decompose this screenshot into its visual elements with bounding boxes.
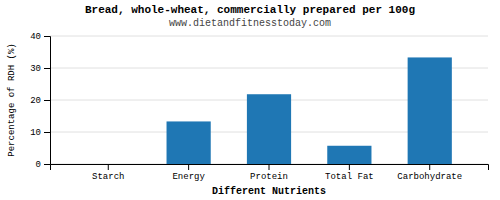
tick: Total Fat <box>325 164 374 182</box>
bars <box>167 57 452 164</box>
y-axis: 0 10 20 30 40 <box>30 32 50 170</box>
tick: 20 <box>30 96 50 106</box>
tick-mark <box>44 100 50 101</box>
bar <box>327 146 371 164</box>
axis-line <box>44 37 51 165</box>
tick-label: 30 <box>30 64 41 74</box>
tick-mark <box>269 164 270 170</box>
y-axis-title: Percentage of RDH (%) <box>7 43 17 156</box>
tick-label: Protein <box>250 172 288 182</box>
bar <box>167 121 211 164</box>
tick-label: 20 <box>30 96 41 106</box>
tick-mark <box>44 36 50 37</box>
tick-label: Total Fat <box>325 172 374 182</box>
tick-label: Starch <box>92 172 124 182</box>
tick-label: 40 <box>30 32 41 42</box>
tick: 0 <box>36 160 50 170</box>
tick: Starch <box>92 164 124 182</box>
tick-mark <box>349 164 350 170</box>
tick: Carbohydrate <box>397 164 462 182</box>
bar <box>408 57 452 164</box>
tick: 30 <box>30 64 50 74</box>
subtitle: www.dietandfitnesstoday.com <box>169 18 331 29</box>
tick-mark <box>44 132 50 133</box>
bar <box>86 164 130 165</box>
x-axis: Starch Energy Protein Total Fat Carbohydrate <box>51 164 489 182</box>
grid-line <box>50 36 488 37</box>
axis-line <box>51 165 489 171</box>
tick: Energy <box>172 164 205 182</box>
tick-mark <box>108 164 109 170</box>
tick: 40 <box>30 32 50 42</box>
tick-label: 0 <box>36 160 41 170</box>
tick-mark <box>429 164 430 170</box>
tick-label: Energy <box>172 172 205 182</box>
chart: Bread, whole-wheat, commercially prepare… <box>0 0 500 200</box>
plot: Starch Energy Protein Total Fat Carbohydrate… <box>30 32 488 182</box>
bar <box>247 94 291 164</box>
title: Bread, whole-wheat, commercially prepare… <box>85 4 415 16</box>
tick-label: 10 <box>30 128 41 138</box>
tick-mark <box>44 68 50 69</box>
tick-mark <box>188 164 189 170</box>
tick-mark <box>44 164 50 165</box>
grid <box>50 36 488 164</box>
tick-label: Carbohydrate <box>397 172 462 182</box>
tick: 10 <box>30 128 50 138</box>
x-axis-title: Different Nutrients <box>212 186 326 197</box>
tick: Protein <box>250 164 288 182</box>
